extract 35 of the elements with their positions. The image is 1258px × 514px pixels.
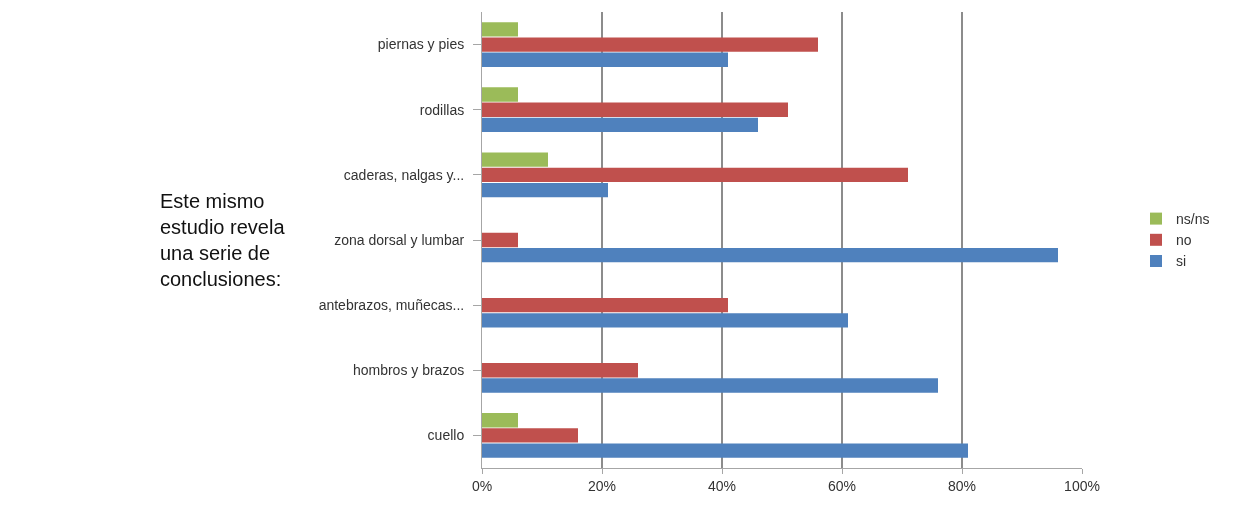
x-tick-label: 80%	[947, 477, 977, 494]
bar	[482, 102, 788, 117]
bar	[482, 248, 1058, 263]
bar	[482, 443, 968, 458]
y-tick-label: caderas, nalgas y...	[343, 166, 465, 183]
x-tick-label: 20%	[587, 477, 617, 494]
bar	[482, 22, 518, 37]
y-tick-label: antebrazos, muñecas...	[318, 297, 465, 314]
bar	[482, 428, 578, 443]
bar	[482, 363, 638, 378]
bar	[482, 182, 608, 198]
legend-label: si	[1176, 253, 1187, 270]
bar	[482, 87, 518, 102]
bar	[482, 232, 518, 248]
text: Este mismo estudio revela una serie de conclusiones:	[160, 190, 286, 290]
bar	[482, 37, 818, 52]
bar	[482, 152, 548, 167]
legend-label: ns/ns	[1176, 211, 1210, 228]
legend-label: no	[1176, 232, 1192, 249]
bar	[482, 52, 728, 67]
bar	[482, 413, 518, 428]
x-tick-label: 60%	[827, 477, 857, 494]
y-tick-label: piernas y pies	[377, 36, 465, 53]
y-tick-label: zona dorsal y lumbar	[334, 231, 465, 248]
bar	[482, 167, 908, 183]
bar	[482, 378, 938, 393]
y-tick-label: hombros y brazos	[352, 362, 465, 379]
bar	[482, 313, 848, 328]
bar	[482, 297, 728, 313]
x-tick-label: 100%	[1064, 477, 1100, 494]
bar	[482, 117, 758, 133]
y-tick-label: rodillas	[419, 101, 465, 118]
x-tick-label: 0%	[471, 477, 493, 494]
x-tick-label: 40%	[707, 477, 737, 494]
y-tick-label: cuello	[427, 427, 465, 444]
